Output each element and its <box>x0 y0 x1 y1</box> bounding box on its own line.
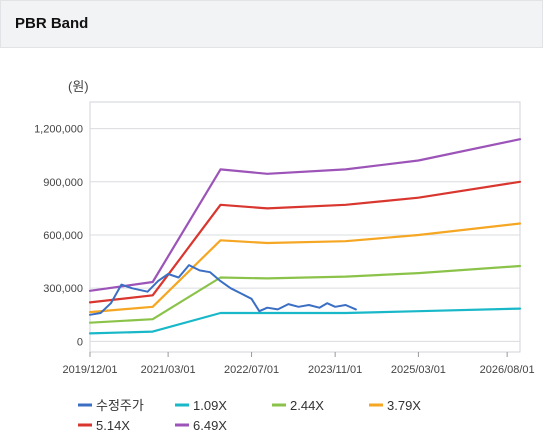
x-axis: 2019/12/01 2021/03/01 2022/07/01 2023/11/01… <box>62 352 535 376</box>
y-tick-label: 300,000 <box>43 283 83 295</box>
legend-label: 6.49X <box>193 418 227 433</box>
plot-area <box>89 101 521 353</box>
legend-label: 3.79X <box>387 398 421 413</box>
legend-label: 2.44X <box>290 398 324 413</box>
x-tick-label: 2025/03/01 <box>391 364 446 376</box>
y-tick-label: 1,200,000 <box>34 124 83 136</box>
y-unit-label: (원) <box>68 79 89 94</box>
y-axis: 0 300,000 600,000 900,000 1,200,000 <box>34 124 83 349</box>
legend-label: 5.14X <box>96 418 130 433</box>
series-line <box>88 138 522 292</box>
x-tick-label: 2023/11/01 <box>308 364 362 376</box>
series-line <box>88 307 522 335</box>
y-tick-label: 600,000 <box>43 230 83 242</box>
legend-label: 수정주가 <box>96 398 144 413</box>
grid-lines <box>90 128 520 342</box>
series-line <box>88 180 522 304</box>
panel-title: PBR Band <box>15 15 89 32</box>
y-tick-label: 900,000 <box>43 177 83 189</box>
x-tick-label: 2022/07/01 <box>224 364 279 376</box>
series-line <box>88 222 522 314</box>
legend: 수정주가 1.09X 2.44X 3.79X 5.14X 6.49X <box>78 398 421 433</box>
x-tick-label: 2019/12/01 <box>62 364 117 376</box>
x-tick-label: 2026/08/01 <box>480 364 535 376</box>
panel-header: PBR Band <box>0 0 543 48</box>
series-line <box>89 264 357 316</box>
x-tick-label: 2021/03/01 <box>141 364 196 376</box>
legend-label: 1.09X <box>193 398 227 413</box>
series-line <box>88 264 522 324</box>
y-tick-label: 0 <box>77 336 83 348</box>
series-lines <box>88 138 522 335</box>
